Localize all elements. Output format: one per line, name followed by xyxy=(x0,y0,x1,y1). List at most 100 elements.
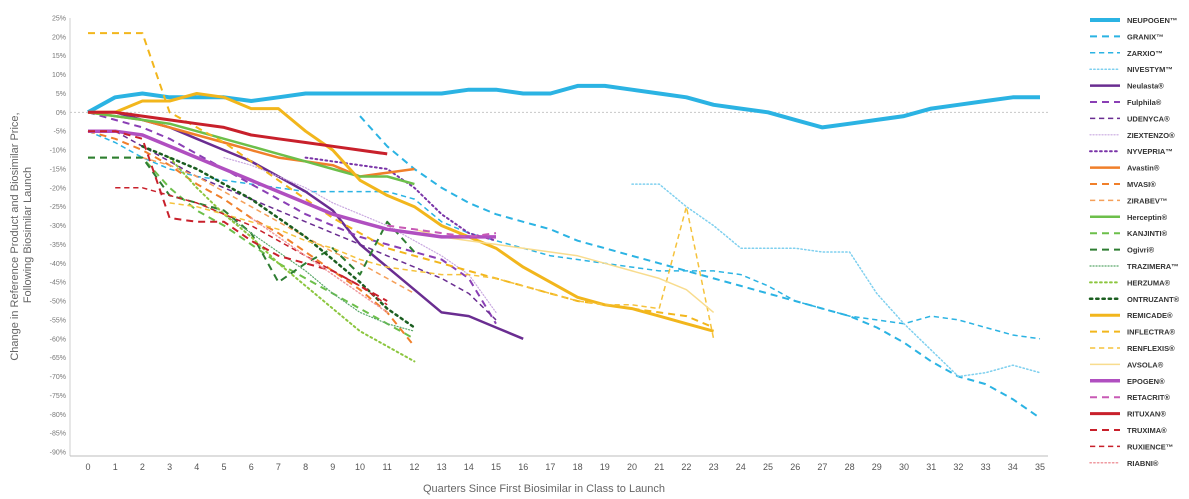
x-tick-label: 34 xyxy=(1008,462,1018,472)
legend-label: TRUXIMA® xyxy=(1127,426,1167,435)
y-tick-label: -45% xyxy=(50,280,66,287)
y-tick-label: 20% xyxy=(52,34,66,41)
legend-label: Fulphila® xyxy=(1127,98,1162,107)
x-tick-label: 19 xyxy=(600,462,610,472)
series-line-15 xyxy=(196,202,415,332)
x-tick-label: 30 xyxy=(899,462,909,472)
y-axis-title-line-2: Following Biosimilar Launch xyxy=(22,167,34,303)
series-line-17 xyxy=(141,145,416,329)
legend-label: RUXIENCE™ xyxy=(1127,442,1173,451)
legend-label: MVASI® xyxy=(1127,180,1156,189)
x-tick-label: 24 xyxy=(736,462,746,472)
legend: NEUPOGEN™ GRANIX™ ZARXIO™ NIVESTYM™ Neulasta… xyxy=(1088,16,1180,468)
legend-label: EPOGEN® xyxy=(1127,377,1165,386)
series-line-8 xyxy=(304,156,497,242)
series-line-1 xyxy=(359,115,1041,419)
legend-label: RENFLEXIS® xyxy=(1127,344,1175,353)
legend-label: REMICADE® xyxy=(1127,311,1173,320)
x-tick-label: 4 xyxy=(194,462,199,472)
y-tick-label: -60% xyxy=(50,336,66,343)
x-tick-label: 31 xyxy=(926,462,936,472)
y-tick-label: -85% xyxy=(50,431,66,438)
y-tick-label: -65% xyxy=(50,355,66,362)
legend-label: RITUXAN® xyxy=(1127,410,1166,419)
legend-label: HERZUMA® xyxy=(1127,278,1170,287)
series-line-24 xyxy=(88,110,388,156)
legend-label: AVSOLA® xyxy=(1127,360,1164,369)
y-tick-label: -80% xyxy=(50,412,66,419)
series-line-16 xyxy=(168,156,416,363)
legend-label: ZIEXTENZO® xyxy=(1127,131,1175,140)
x-tick-label: 5 xyxy=(221,462,226,472)
y-tick-label: 10% xyxy=(52,72,66,79)
y-tick-label: -90% xyxy=(50,450,66,457)
series-line-26 xyxy=(115,187,388,306)
legend-label: NYVEPRIA™ xyxy=(1127,147,1173,156)
series-line-27 xyxy=(250,217,388,314)
x-tick-label: 25 xyxy=(763,462,773,472)
x-tick-label: 12 xyxy=(409,462,419,472)
x-tick-label: 28 xyxy=(845,462,855,472)
x-tick-label: 14 xyxy=(464,462,474,472)
series-line-5 xyxy=(87,111,497,325)
y-tick-label: -75% xyxy=(50,393,66,400)
series-line-2 xyxy=(87,130,1041,340)
y-tick-label: -35% xyxy=(50,242,66,249)
series-line-23 xyxy=(387,224,497,238)
x-tick-label: 6 xyxy=(249,462,254,472)
y-tick-label: 15% xyxy=(52,53,66,60)
y-tick-label: -10% xyxy=(50,148,66,155)
legend-label: ZARXIO™ xyxy=(1127,49,1163,58)
x-tick-label: 26 xyxy=(790,462,800,472)
legend-label: TRAZIMERA™ xyxy=(1127,262,1179,271)
series-line-11 xyxy=(142,156,415,295)
legend-label: INFLECTRA® xyxy=(1127,328,1175,337)
x-tick-label: 17 xyxy=(545,462,555,472)
series-line-0 xyxy=(87,83,1040,130)
series-line-21 xyxy=(414,228,715,313)
legend-label: GRANIX™ xyxy=(1127,32,1164,41)
series-line-7 xyxy=(223,157,497,313)
series-lines xyxy=(87,32,1041,419)
legend-label: KANJINTI® xyxy=(1127,229,1168,238)
x-axis-title: Quarters Since First Biosimilar in Class… xyxy=(423,483,665,495)
legend-label: RETACRIT® xyxy=(1127,393,1170,402)
legend-label: Ogivri® xyxy=(1127,246,1155,255)
y-axis-title-line-1: Change in Reference Product and Biosimil… xyxy=(9,112,21,360)
x-tick-label: 9 xyxy=(330,462,335,472)
x-tick-label: 3 xyxy=(167,462,172,472)
y-tick-label: 25% xyxy=(52,16,66,23)
y-axis: 25% 20% 15% 10% 5% 0% -5% -10% -15% -20% -25% -30% -… xyxy=(50,16,71,457)
legend-label: NIVESTYM™ xyxy=(1127,65,1173,74)
y-tick-label: -30% xyxy=(50,223,66,230)
x-axis: 0 1 2 3 4 5 6 7 8 9 10 11 12 13 14 15 16 17 18 19 20 21 22 23 24… xyxy=(70,455,1048,472)
x-tick-label: 29 xyxy=(872,462,882,472)
x-tick-label: 11 xyxy=(383,462,392,472)
legend-label: ZIRABEV™ xyxy=(1127,196,1167,205)
x-tick-label: 27 xyxy=(817,462,827,472)
y-tick-label: -25% xyxy=(50,204,66,211)
y-tick-label: -5% xyxy=(54,129,66,136)
x-tick-label: 20 xyxy=(627,462,637,472)
x-tick-label: 35 xyxy=(1035,462,1045,472)
legend-label: NEUPOGEN™ xyxy=(1127,16,1177,25)
x-tick-label: 1 xyxy=(113,462,118,472)
series-line-3 xyxy=(631,183,1041,378)
x-tick-label: 22 xyxy=(681,462,691,472)
y-tick-label: 5% xyxy=(56,91,66,98)
legend-label: Neulasta® xyxy=(1127,82,1164,91)
series-line-22 xyxy=(88,129,496,239)
x-tick-label: 0 xyxy=(85,462,90,472)
x-tick-label: 23 xyxy=(709,462,719,472)
x-tick-label: 2 xyxy=(140,462,145,472)
legend-label: Herceptin® xyxy=(1127,213,1168,222)
legend-label: RIABNI® xyxy=(1127,459,1159,468)
y-axis-title: Change in Reference Product and Biosimil… xyxy=(9,109,34,360)
x-tick-label: 8 xyxy=(303,462,308,472)
legend-label: UDENYCA® xyxy=(1127,114,1170,123)
series-line-25 xyxy=(88,130,388,302)
y-tick-label: -15% xyxy=(50,166,66,173)
legend-label: ONTRUZANT® xyxy=(1127,295,1180,304)
